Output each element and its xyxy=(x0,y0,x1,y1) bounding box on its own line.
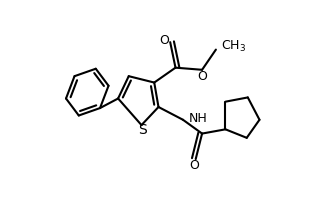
Text: CH$_3$: CH$_3$ xyxy=(221,39,246,54)
Text: NH: NH xyxy=(188,111,207,125)
Text: S: S xyxy=(138,123,147,137)
Text: O: O xyxy=(159,34,169,46)
Text: O: O xyxy=(190,159,200,172)
Text: O: O xyxy=(197,70,207,83)
